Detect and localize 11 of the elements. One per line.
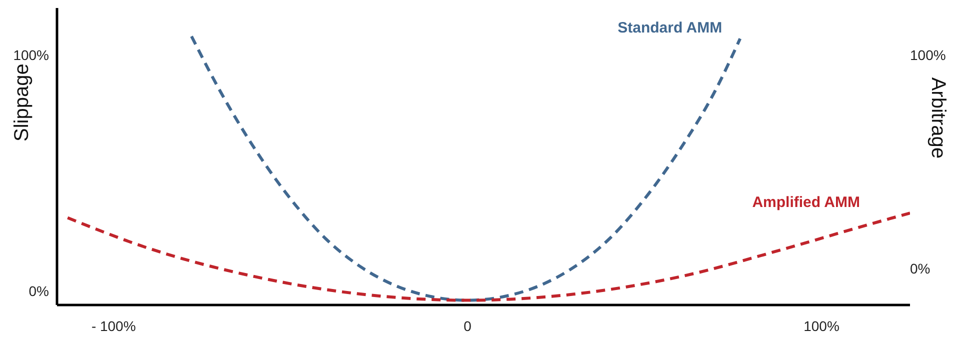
line-series bbox=[190, 34, 742, 302]
y-axis-title: Slippage bbox=[11, 64, 34, 142]
x-tick-label: 0 bbox=[464, 318, 472, 334]
y2-axis-title: Arbitrage bbox=[926, 77, 949, 158]
y2-tick-label: 100% bbox=[910, 46, 946, 63]
x-tick-label: - 100% bbox=[91, 318, 136, 334]
series-label: Standard AMM bbox=[618, 20, 722, 37]
series-label: Amplified AMM bbox=[752, 194, 860, 212]
y2-tick-label: 0% bbox=[910, 260, 930, 277]
line-series bbox=[66, 212, 910, 302]
x-tick-label: 100% bbox=[804, 318, 840, 334]
